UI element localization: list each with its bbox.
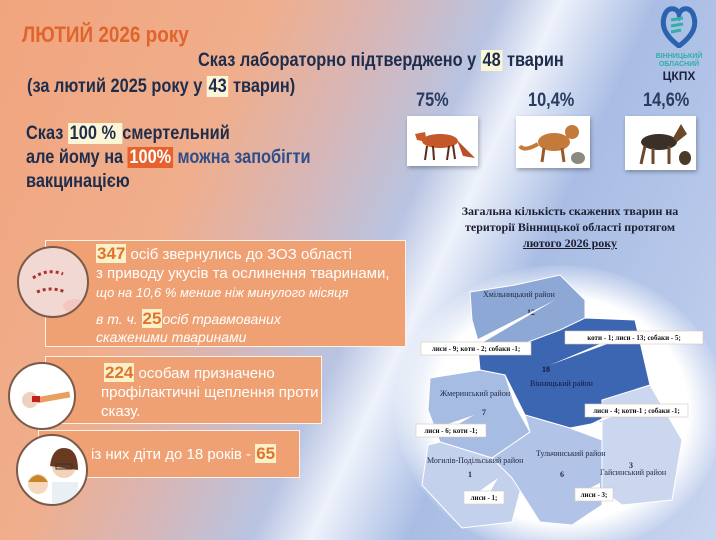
fox-icon <box>415 132 475 161</box>
cat-icon <box>518 125 585 164</box>
callout-box <box>420 341 532 356</box>
dog-percent: 14,6% <box>643 90 690 111</box>
children-stat-box: із них діти до 18 років - 65 <box>38 430 300 478</box>
cat-percent: 10,4% <box>528 90 575 111</box>
rabid-line-2: скаженими тваринами <box>96 329 247 345</box>
doctor-child-image <box>16 434 88 506</box>
syringe-image <box>8 362 76 430</box>
callout-pointer <box>470 300 555 343</box>
region-name: Гайсинський район <box>600 468 667 477</box>
children-line: із них діти до 18 років - 65 <box>91 444 277 463</box>
dog-image <box>625 116 696 170</box>
logo-text-1: ВІННИЦЬКИЙ <box>655 53 703 60</box>
logo: ВІННИЦЬКИЙ ОБЛАСНИЙ ЦКПХ <box>648 4 710 83</box>
map-region <box>601 384 683 506</box>
bites-stat-box: 347 осіб звернулись до ЗОЗ області з при… <box>45 240 406 347</box>
callout-box <box>564 330 704 345</box>
fox-percent: 75% <box>416 90 449 111</box>
callout-text: лиси - 3; <box>581 491 608 499</box>
bite-wound-image <box>17 246 89 318</box>
region-count: 6 <box>560 470 564 479</box>
callout-text: лиси - 6; коти -1; <box>424 427 477 435</box>
vacc-line-1: 224 особам призначено <box>104 363 275 382</box>
callout-box <box>584 403 689 418</box>
syringe-icon <box>22 391 71 408</box>
page-title: ЛЮТИЙ 2026 року <box>22 22 189 47</box>
heart-logo-icon <box>660 6 698 50</box>
bites-line-2: з приводу укусів та ослинення тваринами, <box>96 265 390 282</box>
callout-text: лиси - 4; коти-1 ; собаки -1; <box>593 407 680 415</box>
logo-text-3: ЦКПХ <box>662 69 696 83</box>
vacc-line-3: сказу. <box>101 403 141 420</box>
fox-image <box>407 116 478 166</box>
fatality-statement: Сказ 100 % смертельний але йому на 100% … <box>26 123 311 192</box>
region-name: Хмільницький район <box>483 290 555 299</box>
region-name: Вінницький район <box>530 379 594 388</box>
callout-text: коти - 1; лиси - 13; собаки - 5; <box>587 334 681 342</box>
bites-change-note: що на 10,6 % менше ніж минулого місяця <box>96 285 349 300</box>
previous-year-line: (за лютий 2025 року у 43 тварин) <box>27 76 296 97</box>
callout-box <box>463 490 505 505</box>
callout-box <box>415 423 487 438</box>
dog-icon <box>639 124 691 165</box>
confirmed-headline: Сказ лабораторно підтверджено у 48 твари… <box>198 50 564 71</box>
cat-image <box>516 116 590 168</box>
region-count: 18 <box>542 365 550 374</box>
region-count: 1 <box>468 470 472 479</box>
map-region <box>491 414 603 526</box>
map-title: Загальна кількість скажених тварин на те… <box>461 204 679 250</box>
bites-line-1: 347 осіб звернулись до ЗОЗ області <box>96 244 353 263</box>
region-name: Тульчинський район <box>536 449 606 458</box>
region-name: Могилів-Подільський район <box>427 456 524 465</box>
callout-pointer <box>445 415 474 425</box>
region-count: 7 <box>482 408 486 417</box>
region-count: 3 <box>629 461 633 470</box>
callout-box <box>574 487 614 502</box>
callout-text: лиси - 9; коти - 2; собаки -1; <box>432 345 520 353</box>
vacc-line-2: профілактичні щеплення проти <box>101 384 319 401</box>
logo-text-2: ОБЛАСНИЙ <box>658 61 700 68</box>
vaccination-stat-box: 224 особам призначено профілактичні щепл… <box>45 356 322 424</box>
callout-pointer <box>588 483 600 489</box>
callout-pointer <box>478 478 498 492</box>
region-name: Жмеринський район <box>440 389 511 398</box>
rabid-line-1: в т. ч. 25осіб травмованих <box>96 309 281 328</box>
callout-text: лиси - 1; <box>471 494 498 502</box>
